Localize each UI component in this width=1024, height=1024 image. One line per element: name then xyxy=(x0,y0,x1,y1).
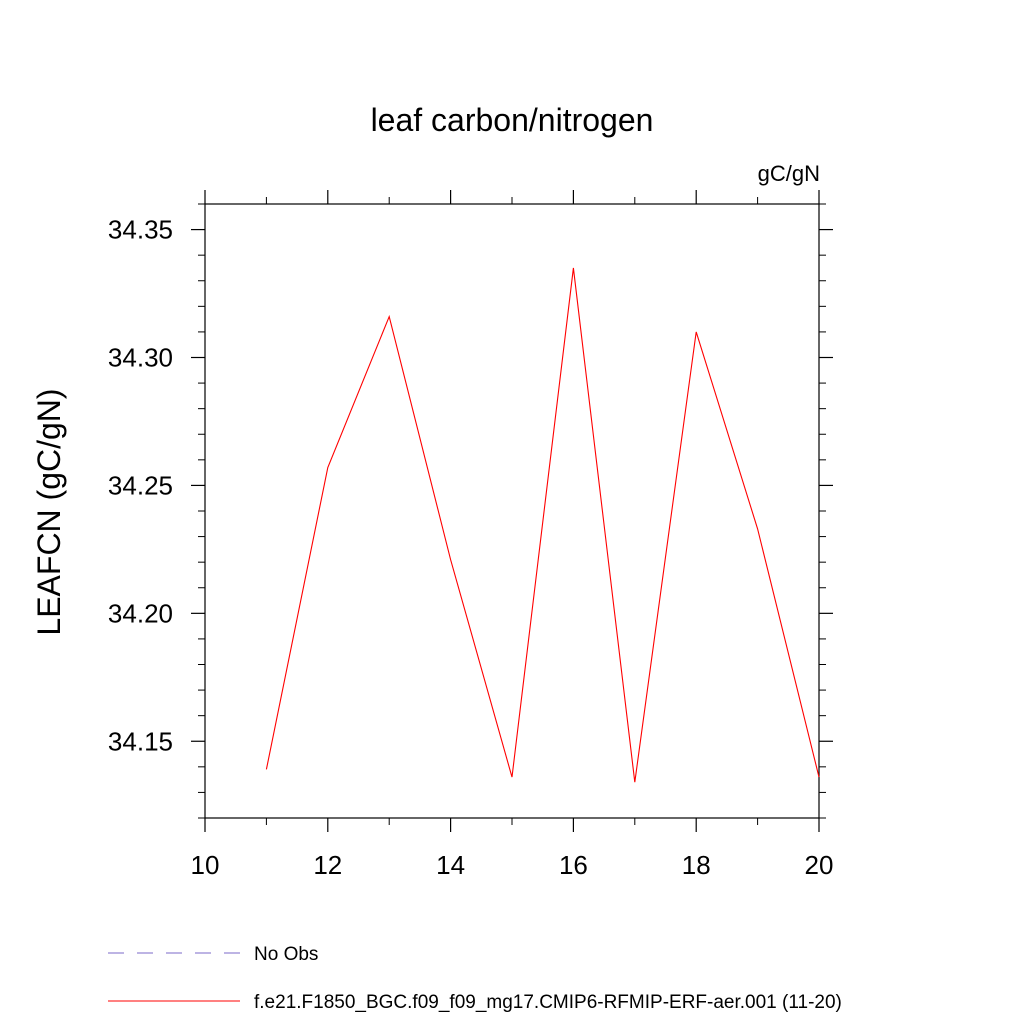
x-tick-labels: 10 12 14 16 18 20 xyxy=(191,850,834,880)
x-tick-label-3: 16 xyxy=(559,850,588,880)
x-tick-label-1: 12 xyxy=(313,850,342,880)
chart-title: leaf carbon/nitrogen xyxy=(371,102,654,138)
y-tick-label-2: 34.25 xyxy=(108,470,173,500)
legend: No Obs f.e21.F1850_BGC.f09_f09_mg17.CMIP6… xyxy=(108,944,842,1013)
x-tick-label-4: 18 xyxy=(682,850,711,880)
y-tick-label-4: 34.35 xyxy=(108,215,173,245)
x-tick-label-2: 14 xyxy=(436,850,465,880)
units-label: gC/gN xyxy=(758,161,820,186)
y-tick-labels: 34.15 34.20 34.25 34.30 34.35 xyxy=(108,215,173,757)
legend-label-0: No Obs xyxy=(254,944,318,965)
x-tick-label-0: 10 xyxy=(191,850,220,880)
axis-ticks xyxy=(191,190,833,832)
y-tick-label-3: 34.30 xyxy=(108,343,173,373)
y-tick-label-0: 34.15 xyxy=(108,726,173,756)
legend-label-1: f.e21.F1850_BGC.f09_f09_mg17.CMIP6-RFMIP… xyxy=(254,992,842,1013)
plot-frame xyxy=(204,203,820,819)
x-tick-label-5: 20 xyxy=(805,850,834,880)
series-lines xyxy=(265,267,820,783)
y-axis-label: LEAFCN (gC/gN) xyxy=(31,388,67,635)
series-line-0 xyxy=(265,267,820,783)
y-tick-label-1: 34.20 xyxy=(108,598,173,628)
